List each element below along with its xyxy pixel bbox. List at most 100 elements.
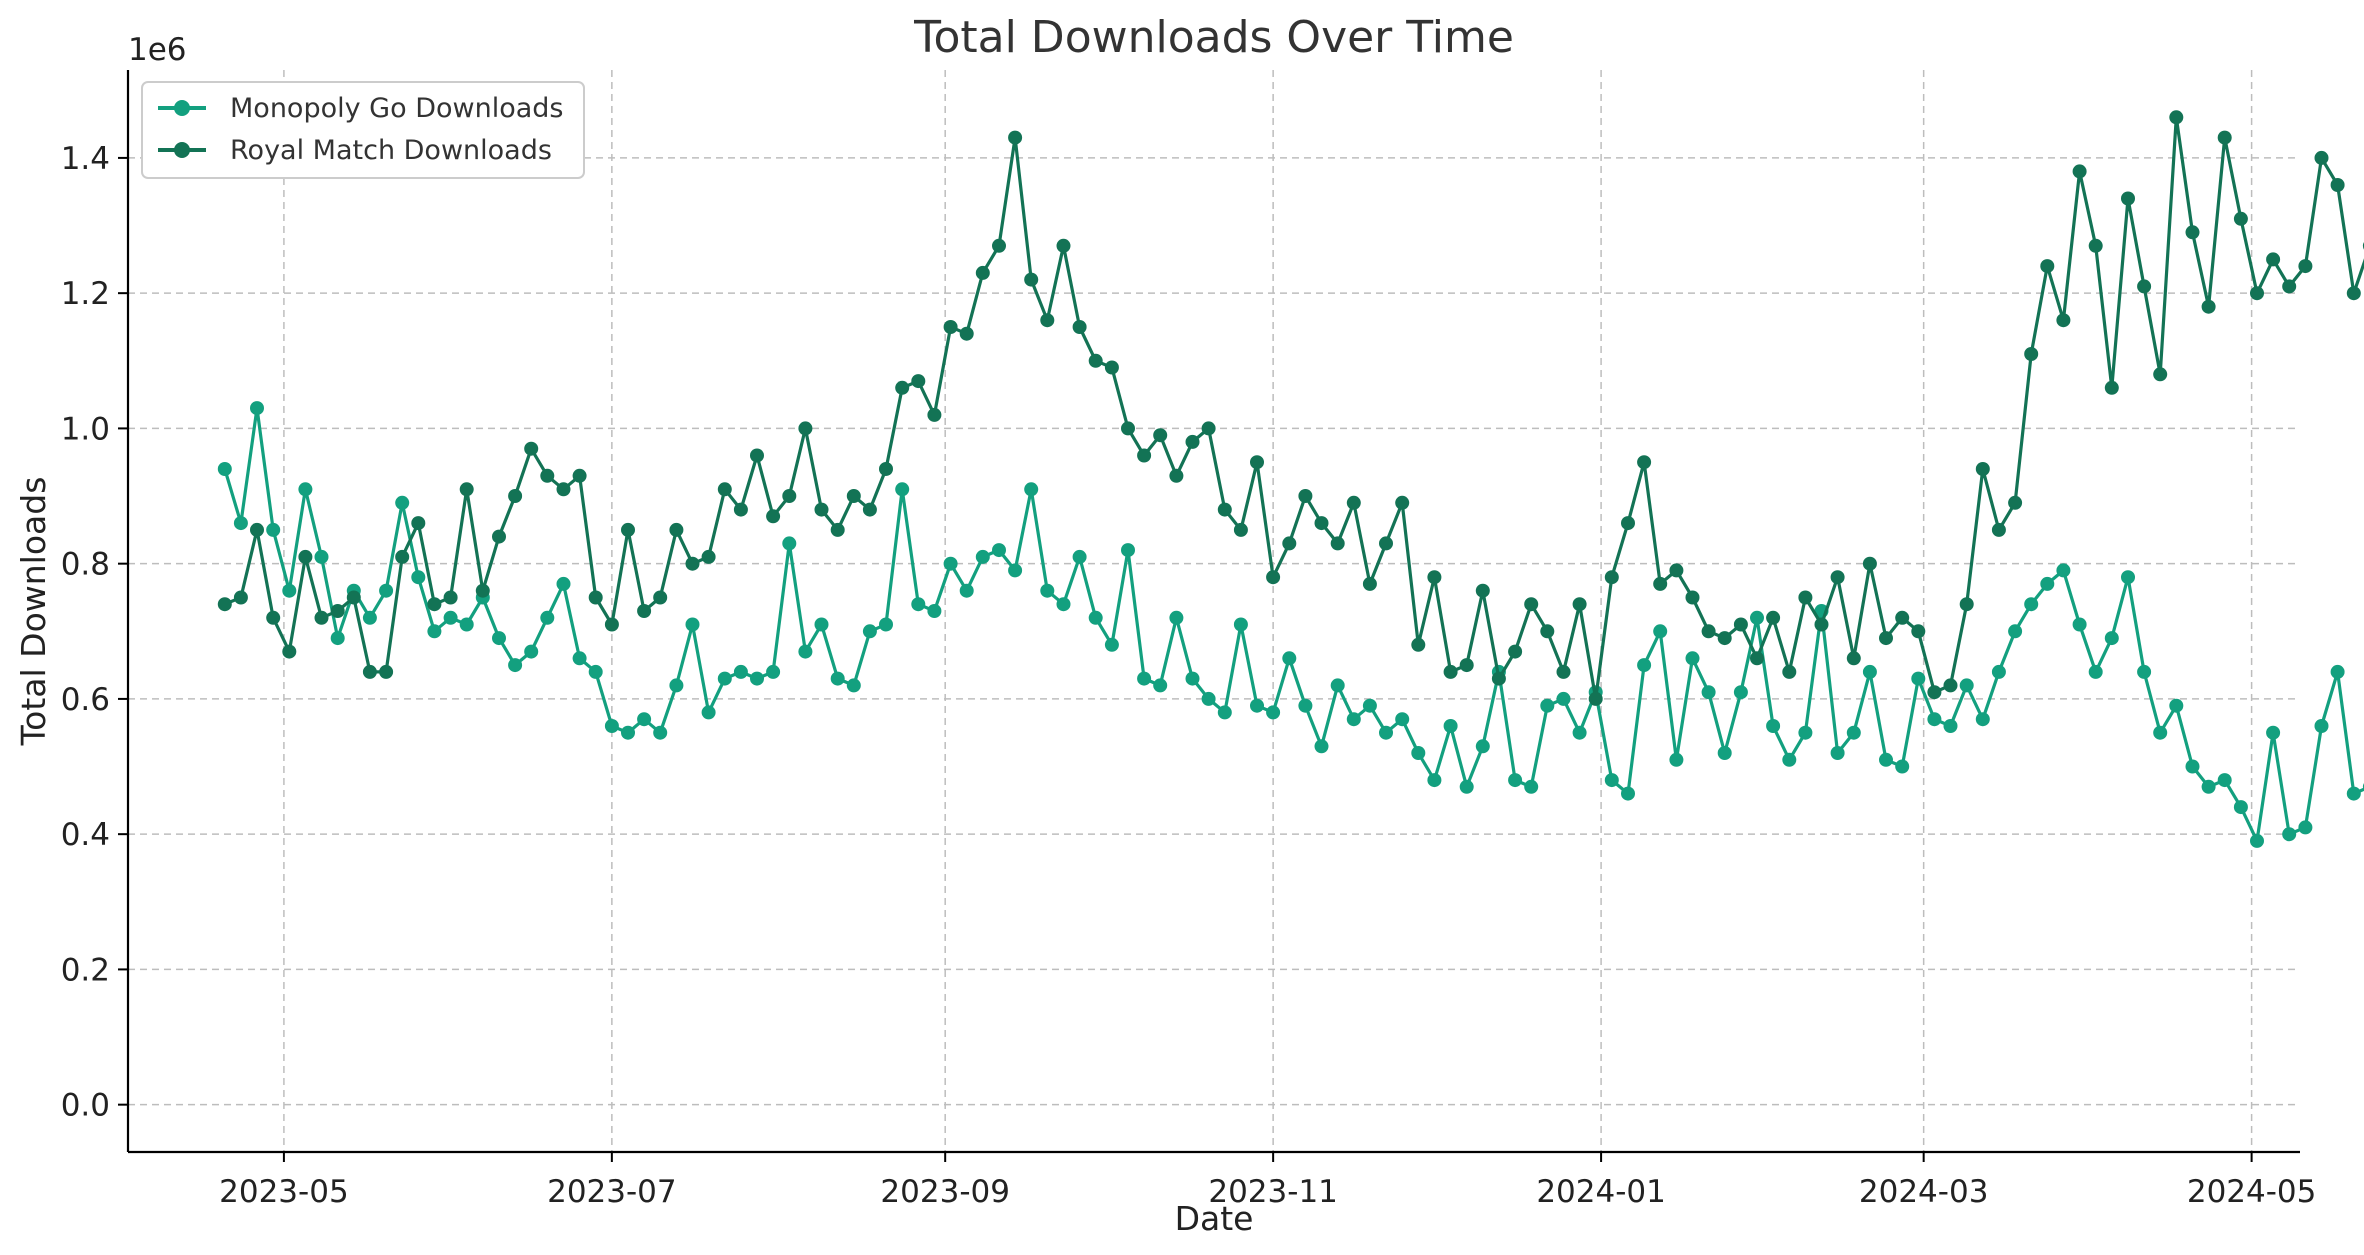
data-point xyxy=(1185,671,1200,686)
legend-marker-royal-match xyxy=(174,142,190,158)
data-point xyxy=(588,590,603,605)
data-point xyxy=(750,671,764,686)
y-tick-label: 1.0 xyxy=(61,411,110,447)
data-point xyxy=(879,617,893,632)
data-point xyxy=(701,705,716,720)
data-point xyxy=(1540,698,1555,713)
legend-label-monopoly-go: Monopoly Go Downloads xyxy=(230,93,563,124)
data-point xyxy=(814,502,829,517)
data-point xyxy=(830,522,845,537)
data-point xyxy=(1572,597,1587,612)
data-point xyxy=(2233,800,2248,815)
data-point xyxy=(1798,725,1813,740)
data-point xyxy=(1185,434,1200,449)
data-point xyxy=(556,576,571,591)
data-point xyxy=(1459,658,1474,673)
data-point xyxy=(1298,698,1313,713)
data-point xyxy=(1233,617,1248,632)
data-point xyxy=(1395,495,1410,510)
y-tick-label: 0.4 xyxy=(61,817,110,853)
x-tick-label: 2024-03 xyxy=(1859,1174,1989,1210)
data-point xyxy=(1427,570,1442,585)
data-point xyxy=(1637,658,1652,673)
data-point xyxy=(250,522,264,537)
data-point xyxy=(637,712,652,727)
data-point xyxy=(379,664,394,679)
data-point xyxy=(1604,570,1619,585)
data-point xyxy=(943,320,958,334)
data-point xyxy=(798,421,813,436)
data-point xyxy=(733,502,748,517)
data-point xyxy=(862,502,877,517)
data-point xyxy=(1250,698,1264,713)
data-point xyxy=(2314,150,2329,165)
data-point xyxy=(411,516,426,531)
data-point xyxy=(492,529,506,544)
data-point xyxy=(1056,238,1071,253)
data-point xyxy=(459,617,474,632)
data-point xyxy=(1201,421,1216,436)
data-point xyxy=(1362,698,1377,713)
plot-area xyxy=(217,110,2364,848)
data-point xyxy=(2088,238,2103,253)
data-point xyxy=(1895,610,1910,625)
data-point xyxy=(669,522,684,537)
data-point xyxy=(298,482,313,497)
data-point xyxy=(1911,671,1926,686)
data-point xyxy=(1088,610,1103,625)
x-tick-label: 2024-01 xyxy=(1536,1174,1666,1210)
data-point xyxy=(346,590,361,605)
data-point xyxy=(524,644,539,659)
data-point xyxy=(556,482,571,497)
data-point xyxy=(1330,678,1345,693)
data-point xyxy=(1717,746,1732,760)
y-tick-label: 0.8 xyxy=(61,547,110,583)
data-point xyxy=(992,238,1006,253)
data-point xyxy=(1911,624,1926,639)
data-point xyxy=(717,671,732,686)
data-point xyxy=(1104,360,1119,375)
data-point xyxy=(492,631,506,646)
data-point xyxy=(362,610,377,625)
y-offset-label: 1e6 xyxy=(128,32,187,68)
chart-title: Total Downloads Over Time xyxy=(913,12,1514,63)
data-point xyxy=(2104,380,2119,395)
data-point xyxy=(653,590,668,605)
data-point xyxy=(2040,576,2055,591)
data-point xyxy=(1943,719,1958,733)
data-point xyxy=(927,604,942,618)
data-point xyxy=(2266,725,2281,740)
data-point xyxy=(2072,164,2087,179)
data-point xyxy=(2072,617,2087,632)
data-point xyxy=(266,610,281,625)
data-point xyxy=(1104,637,1119,652)
data-point xyxy=(2330,664,2345,679)
data-point xyxy=(669,678,684,693)
data-point xyxy=(1508,773,1523,788)
data-point xyxy=(895,482,910,497)
data-point xyxy=(1008,130,1023,145)
data-point xyxy=(1604,773,1619,788)
data-point xyxy=(330,631,345,646)
data-point xyxy=(1088,353,1103,368)
series-monopoly-go xyxy=(217,401,2364,848)
data-point xyxy=(975,265,990,280)
data-point xyxy=(1701,624,1716,639)
data-point xyxy=(2121,570,2135,585)
data-point xyxy=(1846,651,1861,666)
data-point xyxy=(540,610,555,625)
data-point xyxy=(2217,130,2232,145)
data-point xyxy=(1991,664,2006,679)
data-point xyxy=(975,549,990,564)
x-tick-label: 2023-09 xyxy=(880,1174,1010,1210)
data-point xyxy=(1040,313,1055,328)
data-point xyxy=(2137,664,2152,679)
data-point xyxy=(846,678,861,693)
data-point xyxy=(1991,522,2006,537)
data-point xyxy=(1153,428,1168,443)
data-point xyxy=(1766,610,1781,625)
data-point xyxy=(1266,705,1281,720)
data-point xyxy=(1879,752,1893,767)
data-point xyxy=(1830,746,1845,760)
data-point xyxy=(2024,347,2039,361)
